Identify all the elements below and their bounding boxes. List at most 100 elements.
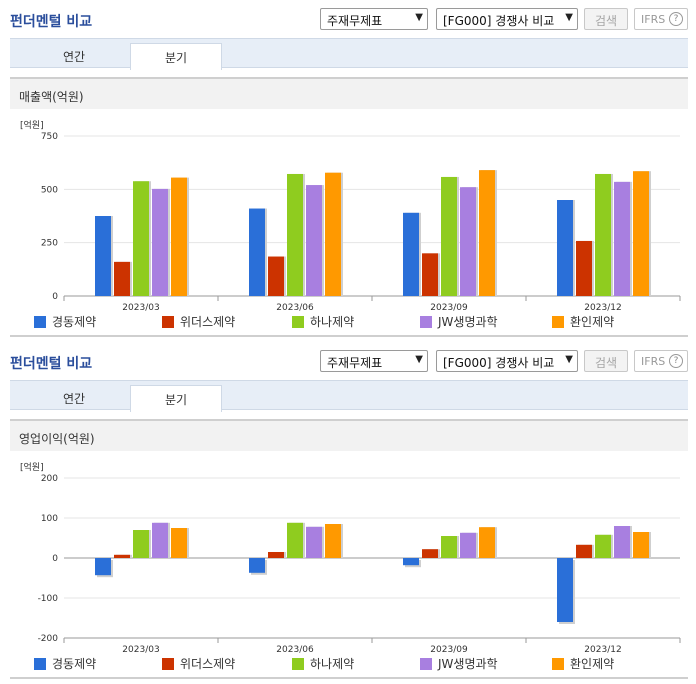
panel-title: 매출액(억원) xyxy=(10,77,688,109)
bar-하나제약[interactable] xyxy=(287,173,303,296)
unit-label: [억원] xyxy=(20,121,44,131)
bar-경동제약[interactable] xyxy=(249,208,265,296)
legend-swatch xyxy=(552,658,564,670)
legend-label: 하나제약 xyxy=(310,657,355,671)
bar-위더스제약[interactable] xyxy=(422,253,438,296)
bar-JW생명과학[interactable] xyxy=(614,181,630,296)
chevron-down-icon: ▼ xyxy=(565,12,573,23)
bar-JW생명과학[interactable] xyxy=(306,526,322,558)
ifrs-help-button[interactable]: IFRS ? xyxy=(634,350,688,372)
bar-JW생명과학[interactable] xyxy=(152,522,168,558)
legend-swatch xyxy=(292,316,304,328)
y-tick-label: 0 xyxy=(52,554,58,564)
operating-profit-section: 펀더멘털 비교 주재무제표 ▼ [FG000] 경쟁사 비교 ▼ 검색 IFRS… xyxy=(0,342,696,684)
tab-annual[interactable]: 연간 xyxy=(62,392,86,406)
legend-item[interactable]: 경동제약 xyxy=(34,655,96,672)
bar-위더스제약[interactable] xyxy=(268,256,284,296)
legend-swatch xyxy=(162,316,174,328)
legend-item[interactable]: 위더스제약 xyxy=(162,313,235,330)
chevron-down-icon: ▼ xyxy=(415,354,423,365)
bar-하나제약[interactable] xyxy=(133,530,149,558)
bar-경동제약[interactable] xyxy=(557,200,573,296)
legend-item[interactable]: 환인제약 xyxy=(552,655,614,672)
bar-환인제약[interactable] xyxy=(325,172,341,296)
bar-경동제약[interactable] xyxy=(95,558,111,576)
legend-swatch xyxy=(552,316,564,328)
bar-위더스제약[interactable] xyxy=(576,240,592,296)
legend-item[interactable]: 하나제약 xyxy=(292,313,354,330)
y-tick-label: 500 xyxy=(41,185,58,195)
bar-경동제약[interactable] xyxy=(403,212,419,296)
bar-하나제약[interactable] xyxy=(441,536,457,558)
x-tick-label: 2023/06 xyxy=(276,303,314,312)
bar-환인제약[interactable] xyxy=(171,177,187,296)
x-tick-label: 2023/12 xyxy=(584,645,621,654)
unit-label: [억원] xyxy=(20,463,44,473)
y-tick-label: 100 xyxy=(41,514,58,524)
peer-select[interactable]: [FG000] 경쟁사 비교 ▼ xyxy=(436,8,578,30)
bar-경동제약[interactable] xyxy=(95,216,111,296)
bar-경동제약[interactable] xyxy=(557,558,573,622)
y-tick-label: 0 xyxy=(52,292,58,302)
revenue-section: 펀더멘털 비교 주재무제표 ▼ [FG000] 경쟁사 비교 ▼ 검색 IFRS… xyxy=(0,0,696,337)
legend-item[interactable]: 환인제약 xyxy=(552,313,614,330)
bar-환인제약[interactable] xyxy=(479,527,495,558)
peer-select[interactable]: [FG000] 경쟁사 비교 ▼ xyxy=(436,350,578,372)
bar-환인제약[interactable] xyxy=(633,532,649,558)
search-button[interactable]: 검색 xyxy=(584,350,628,372)
legend-item[interactable]: 위더스제약 xyxy=(162,655,235,672)
bar-하나제약[interactable] xyxy=(287,522,303,558)
report-type-select[interactable]: 주재무제표 ▼ xyxy=(320,350,428,372)
bar-JW생명과학[interactable] xyxy=(460,532,476,558)
y-tick-label: 250 xyxy=(41,239,58,249)
legend-swatch xyxy=(420,316,432,328)
bar-위더스제약[interactable] xyxy=(422,549,438,558)
legend-label: 경동제약 xyxy=(52,657,97,671)
legend-label: 위더스제약 xyxy=(180,657,236,671)
y-tick-label: 200 xyxy=(41,474,58,484)
legend-item[interactable]: JW생명과학 xyxy=(420,313,498,330)
tab-annual[interactable]: 연간 xyxy=(62,50,86,64)
panel-divider xyxy=(10,335,688,337)
x-tick-label: 2023/03 xyxy=(122,303,159,312)
legend-label: 환인제약 xyxy=(570,315,615,329)
bar-환인제약[interactable] xyxy=(325,524,341,558)
tab-quarterly[interactable]: 분기 xyxy=(130,385,222,412)
bar-위더스제약[interactable] xyxy=(114,554,130,558)
legend-label: JW생명과학 xyxy=(438,657,498,671)
legend-item[interactable]: 경동제약 xyxy=(34,313,96,330)
bar-JW생명과학[interactable] xyxy=(460,187,476,296)
bar-위더스제약[interactable] xyxy=(114,261,130,296)
bar-위더스제약[interactable] xyxy=(268,552,284,558)
section-title: 펀더멘털 비교 xyxy=(10,356,93,372)
section-header: 펀더멘털 비교 주재무제표 ▼ [FG000] 경쟁사 비교 ▼ 검색 IFRS… xyxy=(0,0,696,36)
chart-legend: 경동제약 위더스제약 하나제약 JW생명과학 환인제약 xyxy=(0,313,696,329)
bar-경동제약[interactable] xyxy=(403,558,419,566)
report-type-select[interactable]: 주재무제표 ▼ xyxy=(320,8,428,30)
revenue-chart: 0 250 500 750 2023/03 2023/06 2023/09 2023/12 xyxy=(41,132,681,312)
ifrs-help-button[interactable]: IFRS ? xyxy=(634,8,688,30)
bar-하나제약[interactable] xyxy=(441,176,457,296)
legend-item[interactable]: 하나제약 xyxy=(292,655,354,672)
bar-하나제약[interactable] xyxy=(595,173,611,296)
bar-JW생명과학[interactable] xyxy=(614,526,630,558)
bar-하나제약[interactable] xyxy=(595,534,611,558)
legend-swatch xyxy=(292,658,304,670)
tab-quarterly[interactable]: 분기 xyxy=(130,43,222,70)
legend-item[interactable]: JW생명과학 xyxy=(420,655,498,672)
bar-JW생명과학[interactable] xyxy=(306,185,322,296)
legend-label: 위더스제약 xyxy=(180,315,236,329)
bar-환인제약[interactable] xyxy=(633,171,649,296)
bar-경동제약[interactable] xyxy=(249,558,265,573)
bar-위더스제약[interactable] xyxy=(576,544,592,558)
ifrs-label: IFRS xyxy=(641,355,666,368)
y-tick-label: -100 xyxy=(38,594,59,604)
ifrs-label: IFRS xyxy=(641,13,666,26)
legend-swatch xyxy=(420,658,432,670)
search-button[interactable]: 검색 xyxy=(584,8,628,30)
bar-환인제약[interactable] xyxy=(479,170,495,296)
bar-JW생명과학[interactable] xyxy=(152,188,168,296)
peer-select-value: [FG000] 경쟁사 비교 xyxy=(443,356,555,370)
bar-환인제약[interactable] xyxy=(171,528,187,558)
bar-하나제약[interactable] xyxy=(133,181,149,296)
